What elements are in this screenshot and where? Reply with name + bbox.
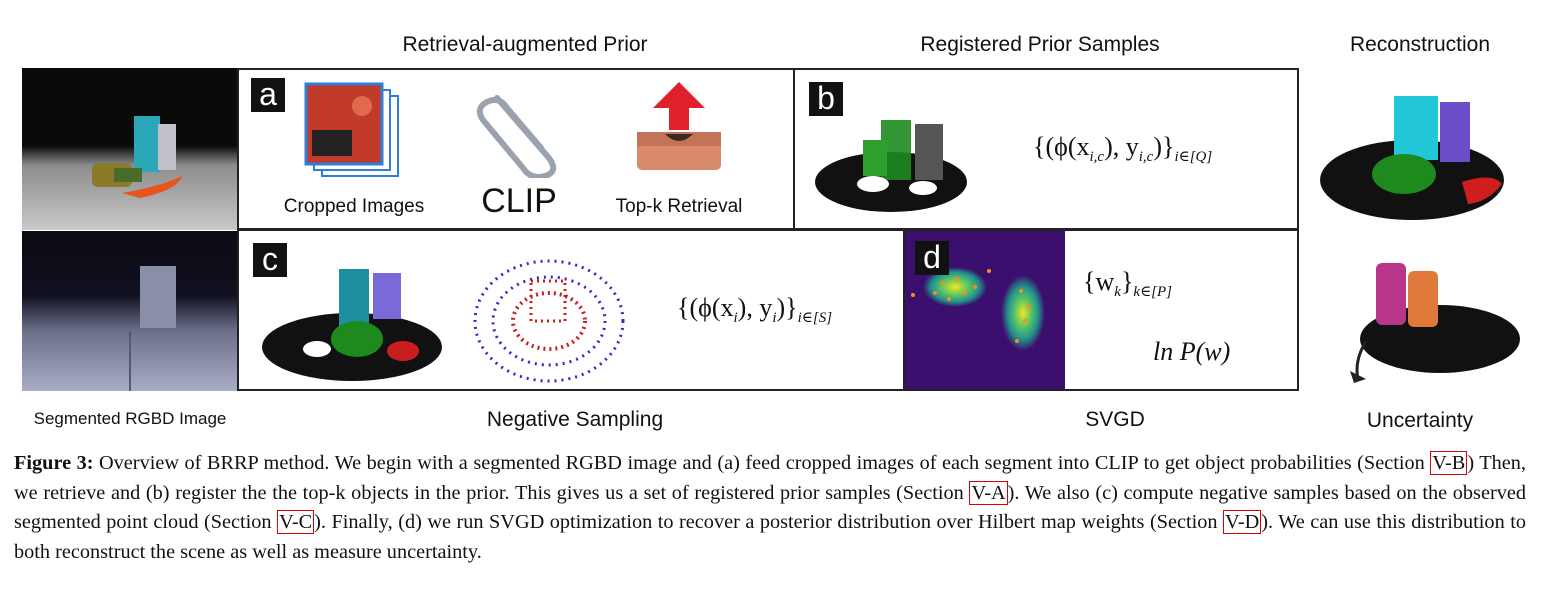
label-svgd: SVGD [1085, 408, 1145, 431]
depth-image [22, 231, 238, 391]
badge-c: c [253, 243, 287, 277]
svgd-density-plot: d [905, 231, 1065, 389]
reconstruction-render [1320, 96, 1504, 220]
label-uncertainty: Uncertainty [1366, 409, 1474, 432]
caption-text-4: ). Finally, (d) we run SVGD optimization… [314, 511, 1224, 533]
figure-caption: Figure 3: Overview of BRRP method. We be… [14, 449, 1526, 567]
section-link-v-b[interactable]: V-B [1430, 451, 1468, 475]
caption-text-1: Overview of BRRP method. We begin with a… [93, 452, 1431, 474]
label-cropped-images: Cropped Images [283, 196, 425, 217]
section-link-v-c[interactable]: V-C [277, 510, 315, 534]
label-negative-sampling: Negative Sampling [486, 408, 664, 431]
badge-b: b [809, 82, 843, 116]
caption-text-2: ) Then, we retrieve and (b) register the… [14, 452, 1526, 504]
formula-negative-samples: {(ϕ(xi), yi)}i∈[S] [677, 293, 833, 327]
label-top-k-retrieval: Top-k Retrieval [615, 196, 743, 217]
depth-scene-illustration [129, 266, 176, 391]
green-object [114, 168, 142, 182]
header-retrieval: Retrieval-augmented Prior [402, 33, 648, 56]
cropped-images-icon [304, 82, 399, 177]
negative-samples-pointcloud [473, 259, 625, 383]
uncertainty-render [1350, 263, 1520, 383]
formula-registered-samples: {(ϕ(xi,c), yi,c)}i∈[Q] [1033, 132, 1213, 166]
label-clip: CLIP [481, 182, 557, 220]
svgd-particles [911, 269, 1031, 343]
segmented-pointcloud [262, 269, 442, 381]
caption-text-5: ). We can use this distribution to both … [14, 511, 1526, 563]
panel-d: d {wk}k∈[P] ln P(w) [903, 229, 1299, 391]
panel-c: c {(ϕ(xi), yi)}i∈[S] [237, 229, 905, 391]
figure-label: Figure 3: [14, 452, 94, 474]
banana-object [122, 176, 182, 198]
formula-weights: {wk}k∈[P] [1083, 267, 1173, 301]
paperclip-icon [476, 95, 557, 178]
section-link-v-a[interactable]: V-A [969, 480, 1008, 505]
caption-text-3: ). We also (c) compute negative samples … [14, 481, 1526, 534]
header-reconstruction: Reconstruction [1349, 33, 1491, 56]
white-object [158, 124, 176, 170]
registered-pointcloud [815, 120, 967, 212]
depth-object [140, 266, 176, 328]
header-registered: Registered Prior Samples [920, 33, 1160, 56]
formula-log-posterior: ln P(w) [1153, 337, 1231, 366]
badge-d: d [915, 241, 949, 275]
section-link-v-d[interactable]: V-D [1223, 510, 1262, 534]
label-segmented: Segmented RGBD Image [33, 409, 227, 428]
rgb-image [22, 68, 238, 230]
badge-a: a [251, 78, 285, 112]
panel-b: b {(ϕ(xi,c), yi,c)}i∈[Q] [793, 68, 1299, 230]
top-k-retrieval-icon [637, 82, 721, 170]
rgb-scene-illustration [92, 116, 182, 198]
blue-object [134, 116, 160, 172]
panel-a: a Cropped Images CLIP Top-k Retrieval [237, 68, 795, 230]
